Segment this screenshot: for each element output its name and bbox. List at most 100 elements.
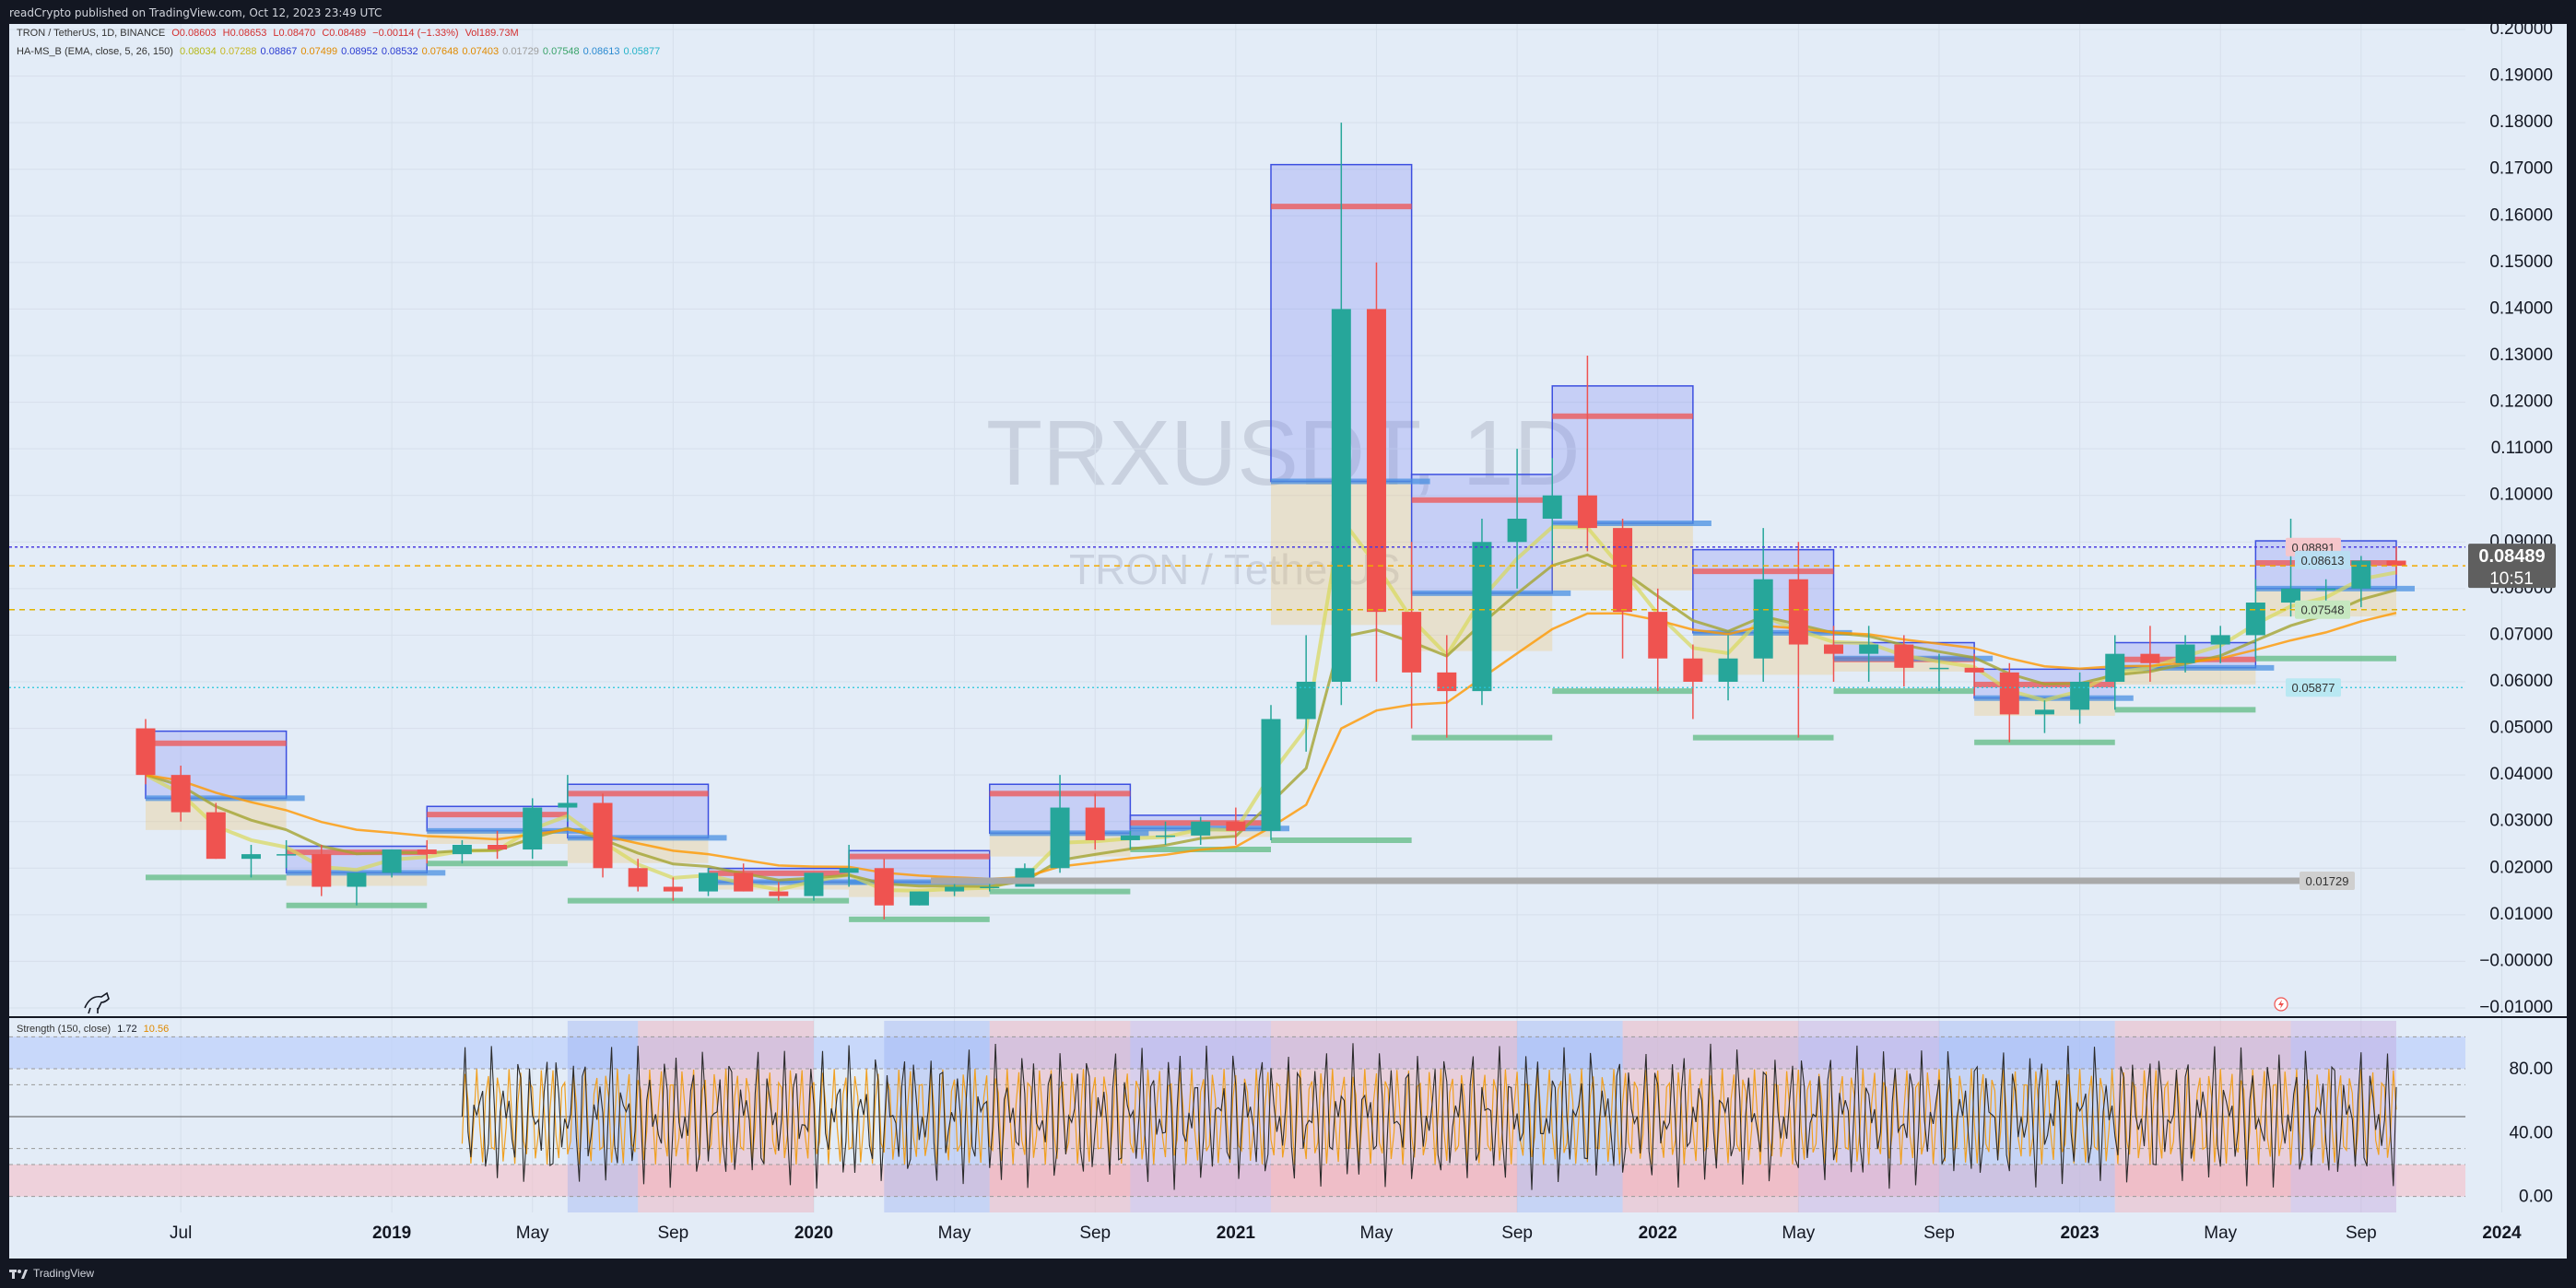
legend-indicator-value: 0.08867: [260, 46, 298, 57]
candle-body: [1964, 667, 1984, 673]
legend-indicator-value: 0.07499: [300, 46, 338, 57]
candle-body: [206, 812, 226, 860]
candle-body: [1542, 495, 1562, 519]
time-tick-label: 2019: [372, 1224, 411, 1243]
candle-body: [2210, 635, 2230, 645]
price-lines: [9, 546, 2465, 884]
legend-close: C0.08489: [322, 28, 367, 39]
legend-symbol: TRON / TetherUS, 1D, BINANCE: [17, 28, 166, 39]
price-badges: 0.088910.086130.075480.058770.017290.084…: [2286, 537, 2556, 890]
dino-icon[interactable]: [84, 991, 110, 1014]
candle-body: [1753, 579, 1773, 659]
legend-high: H0.08653: [222, 28, 267, 39]
candle-body: [2351, 560, 2371, 589]
candle-body: [523, 807, 543, 850]
candle-body: [734, 872, 754, 892]
badge-level-2: 0.08613: [2301, 554, 2345, 568]
time-axis[interactable]: Jul 2019 May Sep 2020 May Sep 2021 May Sep 2022 May…: [170, 1224, 2522, 1243]
candle-body: [1718, 658, 1738, 682]
strength-signal-line: [461, 1068, 2397, 1165]
candle-body: [2034, 709, 2054, 715]
badge-level-3: 0.07548: [2301, 603, 2345, 617]
candle-body: [628, 868, 648, 887]
candle-body: [2105, 653, 2125, 682]
tradingview-logo-icon: [9, 1270, 28, 1279]
main-grid: [9, 24, 2502, 1212]
candle-body: [2316, 588, 2336, 591]
time-tick-label: May: [1360, 1224, 1394, 1243]
candle-body: [1999, 672, 2019, 715]
time-tick-label: 2024: [2482, 1224, 2522, 1243]
candle-body: [382, 849, 402, 873]
badge-current-price: 0.08489: [2478, 546, 2545, 567]
legend-strength-line[interactable]: Strength (150, close) 1.72 10.56: [17, 1024, 169, 1035]
time-tick-label: Jul: [170, 1224, 192, 1243]
badge-current-price-bg: [2468, 544, 2556, 589]
candle-body: [1929, 667, 1949, 670]
time-tick-label: May: [516, 1224, 549, 1243]
candle-body: [312, 854, 332, 887]
candle-body: [1226, 821, 1246, 831]
legend-indicator-line[interactable]: HA-MS_B (EMA, close, 5, 26, 150) 0.08034…: [17, 46, 660, 57]
candle-body: [1120, 835, 1140, 840]
time-tick-label: May: [2204, 1224, 2237, 1243]
candle-body: [699, 872, 718, 892]
legend-indicator-value: 0.07548: [542, 46, 580, 57]
candle-body: [593, 802, 613, 869]
legend-low: L0.08470: [273, 28, 316, 39]
legend-indicator-name: HA-MS_B (EMA, close, 5, 26, 150): [17, 46, 173, 57]
price-tick-label: 0.06000: [2489, 672, 2553, 691]
candle-body: [417, 849, 437, 855]
candle-body: [1402, 612, 1422, 673]
candle-body: [874, 868, 894, 906]
candle-body: [2281, 588, 2301, 603]
legend-indicator-value: 0.05877: [623, 46, 661, 57]
time-tick-label: Sep: [2346, 1224, 2377, 1243]
strength-axis[interactable]: 80.00 40.00 0.00: [2509, 1060, 2553, 1207]
lightning-icon[interactable]: [2274, 997, 2288, 1012]
badge-level-5-bg: [2300, 871, 2355, 890]
legend-strength-v1: 1.72: [117, 1024, 137, 1035]
price-chart[interactable]: TRXUSDT, 1D TRON / TetherUS 0.200000.190…: [9, 24, 2567, 1259]
strength-tick-label: 40.00: [2509, 1123, 2553, 1142]
price-tick-label: 0.16000: [2489, 205, 2553, 225]
legend-indicator-value: 0.08613: [582, 46, 620, 57]
publish-text: readCrypto published on TradingView.com,…: [9, 6, 382, 19]
legend-indicator-value: 0.08532: [381, 46, 418, 57]
time-tick-label: Sep: [1079, 1224, 1111, 1243]
chart-frame[interactable]: TRXUSDT, 1D TRON / TetherUS 0.20000 0.190…: [9, 24, 2567, 1259]
candle-body: [663, 886, 683, 892]
candle-body: [347, 872, 367, 887]
price-tick-label: 0.12000: [2489, 392, 2553, 412]
candle-body: [1437, 672, 1457, 692]
price-tick-label: 0.14000: [2489, 299, 2553, 318]
tradingview-logo[interactable]: TradingView: [9, 1267, 94, 1280]
candle-body: [1050, 807, 1070, 869]
candle-body: [2175, 644, 2195, 663]
legend-strength-v2: 10.56: [143, 1024, 170, 1035]
time-tick-label: 2020: [794, 1224, 833, 1243]
candle-body: [1085, 807, 1105, 840]
price-tick-label: 0.13000: [2489, 345, 2553, 365]
price-tick-label: 0.18000: [2489, 112, 2553, 132]
candle-body: [1296, 682, 1316, 720]
badge-level-4: 0.05877: [2292, 681, 2335, 695]
candle-body: [1261, 719, 1281, 831]
price-tick-label: 0.11000: [2491, 439, 2553, 458]
badge-level-2-bg: [2295, 550, 2350, 569]
price-tick-label: 0.05000: [2489, 719, 2553, 738]
legend-indicator-value: 0.08034: [180, 46, 217, 57]
price-tick-label: 0.15000: [2489, 252, 2553, 272]
candle-body: [1331, 309, 1351, 682]
badge-level-5: 0.01729: [2306, 874, 2349, 888]
price-tick-label: 0.19000: [2489, 66, 2553, 86]
legend-indicator-value: 0.08952: [341, 46, 378, 57]
price-axis[interactable]: 0.20000 0.19000 0.18000 0.17000 0.16000 0.150…: [2479, 24, 2553, 1017]
candle-body: [1472, 542, 1492, 692]
legend-symbol-line[interactable]: TRON / TetherUS, 1D, BINANCE O0.08603 H0…: [17, 28, 519, 39]
legend-indicator-value: 0.07403: [462, 46, 500, 57]
legend-change: −0.00114 (−1.33%): [372, 28, 459, 39]
price-tick-label: 0.03000: [2489, 812, 2553, 831]
strength-tick-label: 0.00: [2519, 1188, 2553, 1207]
candle-body: [1824, 644, 1843, 654]
